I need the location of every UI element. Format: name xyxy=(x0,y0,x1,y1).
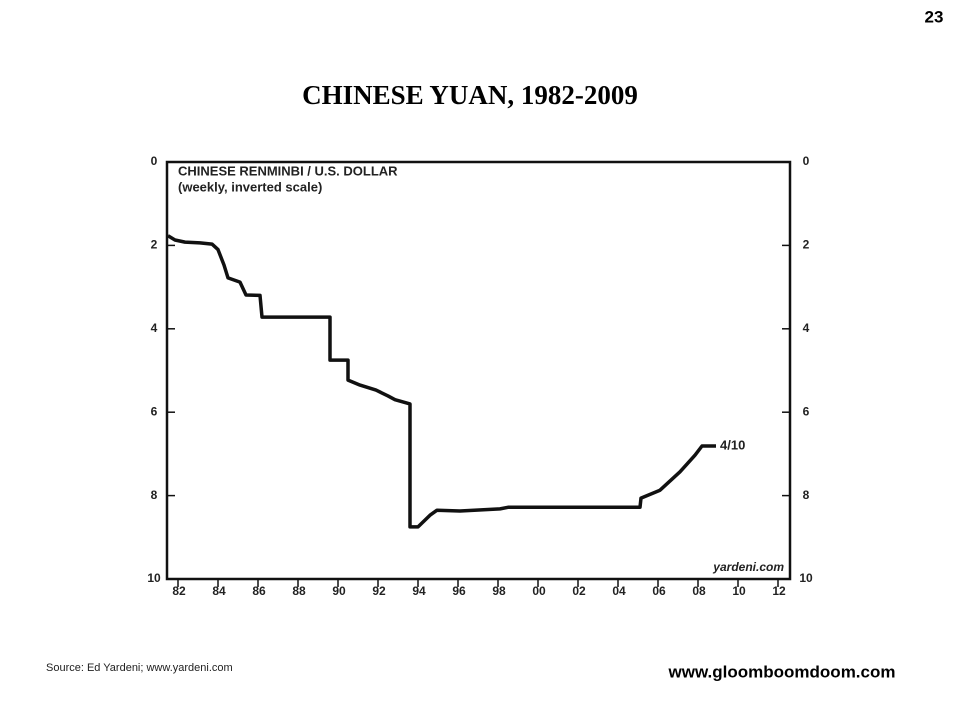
x-tick-label: 00 xyxy=(532,584,546,598)
x-tick-label: 04 xyxy=(612,584,626,598)
y-tick-label: 0 xyxy=(151,154,158,168)
y-tick-label: 2 xyxy=(151,238,158,252)
x-tick-label: 96 xyxy=(452,584,466,598)
x-tick-label: 94 xyxy=(412,584,426,598)
website: www.gloomboomdoom.com xyxy=(668,662,896,681)
y2-tick-label: 4 xyxy=(803,321,810,335)
x-tick-label: 82 xyxy=(172,584,186,598)
y2-tick-label: 0 xyxy=(803,154,810,168)
x-tick-label: 90 xyxy=(332,584,346,598)
y-tick-label: 8 xyxy=(151,488,158,502)
source: Source: Ed Yardeni; www.yardeni.com xyxy=(46,662,233,674)
x-tick-label: 06 xyxy=(652,584,666,598)
chart-title: CHINESE RENMINBI / U.S. DOLLAR xyxy=(178,163,398,178)
x-tick-label: 02 xyxy=(572,584,586,598)
y2-tick-label: 6 xyxy=(803,404,810,418)
x-tick-label: 86 xyxy=(252,584,266,598)
y2-tick-label: 8 xyxy=(803,488,810,502)
x-tick-label: 88 xyxy=(292,584,306,598)
y-tick-label: 10 xyxy=(147,571,161,585)
y2-tick-label: 2 xyxy=(803,238,810,252)
y-tick-label: 4 xyxy=(151,321,158,335)
chart-subtitle: (weekly, inverted scale) xyxy=(178,179,322,194)
x-tick-label: 12 xyxy=(772,584,786,598)
end-label: 4/10 xyxy=(720,437,745,452)
page-number: 23 xyxy=(925,7,944,26)
x-tick-label: 98 xyxy=(492,584,506,598)
slide-title: CHINESE YUAN, 1982-2009 xyxy=(302,80,638,110)
line-series xyxy=(167,234,716,529)
watermark: yardeni.com xyxy=(712,560,784,574)
x-tick-label: 84 xyxy=(212,584,226,598)
plot-frame xyxy=(165,160,792,581)
x-tick-label: 10 xyxy=(732,584,746,598)
x-tick-label: 92 xyxy=(372,584,386,598)
y2-tick-label: 10 xyxy=(799,571,813,585)
y-tick-label: 6 xyxy=(151,404,158,418)
x-tick-label: 08 xyxy=(692,584,706,598)
